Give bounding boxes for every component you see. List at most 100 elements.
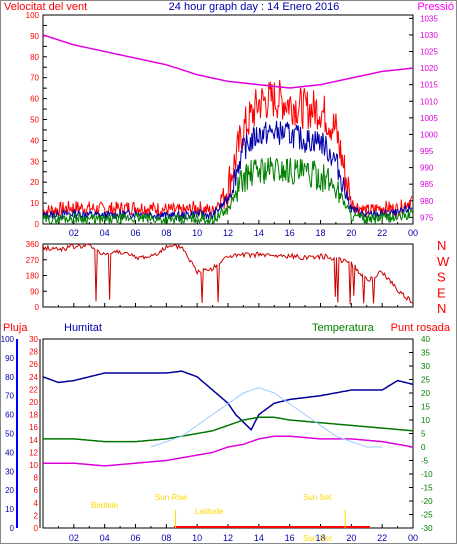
humidity-ytick-label: 10 [5, 505, 14, 514]
rain-ytick-label: 10 [29, 461, 38, 470]
hum-xtick-label: 14 [254, 533, 264, 543]
hum-xtick-label: 10 [192, 533, 202, 543]
temp-ytick-label: -20 [421, 497, 433, 506]
temp-ytick-label: -5 [421, 457, 429, 466]
hum-xtick-label: 00 [408, 533, 418, 543]
temp-ytick-label: 35 [421, 349, 430, 358]
wind-green-line [42, 157, 413, 226]
wind-ytick-label: 90 [30, 32, 39, 41]
humidity-ytick-label: 50 [5, 430, 14, 439]
pressure-ytick-label: 980 [420, 197, 434, 206]
rain-ytick-label: 22 [29, 385, 38, 394]
wind-ytick-label: 0 [35, 220, 40, 229]
rain-ytick-label: 20 [29, 398, 38, 407]
wind-gust-line [42, 80, 413, 218]
temp-ytick-label: 15 [421, 403, 430, 412]
hum-xtick-label: 12 [223, 533, 233, 543]
pressure-ytick-label: 975 [420, 213, 434, 222]
wind-ytick-label: 30 [30, 157, 39, 166]
wind-xtick-label: 14 [254, 228, 264, 238]
rain-ytick-label: 2 [34, 511, 39, 520]
dir-ytick-label: 360 [26, 240, 40, 249]
pressure-ytick-label: 1010 [420, 97, 438, 106]
temp-ytick-label: 0 [421, 443, 426, 452]
pressure-ytick-label: 1025 [420, 47, 438, 56]
humidity-ytick-label: 70 [5, 392, 14, 401]
wind-ytick-label: 20 [30, 178, 39, 187]
pressure-ytick-label: 1020 [420, 64, 438, 73]
compass-label: N [437, 301, 446, 316]
hum-xtick-label: 20 [346, 533, 356, 543]
wind-speed-label: Velocitat del vent [4, 1, 87, 13]
hum-xtick-label: 16 [285, 533, 295, 543]
humidity-ytick-label: 60 [5, 411, 14, 420]
humidity-panel-frame [42, 338, 414, 529]
wind-xtick-label: 16 [285, 228, 295, 238]
wind-xtick-label: 04 [100, 228, 110, 238]
humidity-ytick-label: 80 [5, 373, 14, 382]
rain-ytick-label: 14 [29, 436, 38, 445]
sun-bottom-label: Sun Set [303, 534, 332, 543]
graph-title: 24 hour graph day : 14 Enero 2016 [169, 1, 340, 13]
pressure-ytick-label: 1000 [420, 130, 438, 139]
dir-ytick-label: 270 [26, 256, 40, 265]
pressure-ytick-label: 990 [420, 164, 434, 173]
dir-ytick-label: 90 [30, 287, 39, 296]
temperature-line [43, 416, 414, 443]
rain-ytick-label: 6 [34, 486, 39, 495]
pressure-line [42, 34, 414, 89]
humidity-ytick-label: 100 [1, 335, 15, 344]
rain-ytick-label: 26 [29, 360, 38, 369]
wind-xtick-label: 02 [69, 228, 79, 238]
rain-ytick-label: 28 [29, 348, 38, 357]
compass-label: S [437, 270, 446, 285]
hum-xtick-label: 02 [69, 533, 79, 543]
dir-ytick-label: 180 [26, 272, 40, 281]
pressure-ytick-label: 1005 [420, 114, 438, 123]
temp-ytick-label: 20 [421, 389, 430, 398]
wind-xtick-label: 12 [223, 228, 233, 238]
wind-xtick-label: 08 [161, 228, 171, 238]
temp-ytick-label: -25 [421, 511, 433, 520]
rain-ytick-label: 4 [34, 499, 39, 508]
wind-ytick-label: 80 [30, 53, 39, 62]
sunset-label: Sun Set [303, 493, 332, 502]
temp-ytick-label: 5 [421, 430, 426, 439]
humidity-ytick-label: 40 [5, 448, 14, 457]
hum-xtick-label: 22 [377, 533, 387, 543]
wind-xtick-label: 20 [346, 228, 356, 238]
pressure-label: Pressió [417, 1, 454, 13]
wind-ytick-label: 60 [30, 95, 39, 104]
dir-ytick-label: 0 [35, 303, 40, 312]
hum-xtick-label: 04 [100, 533, 110, 543]
temperature-label: Temperatura [312, 322, 375, 334]
wind-xtick-label: 18 [315, 228, 325, 238]
solar-curve [150, 387, 383, 448]
rain-ytick-label: 30 [29, 335, 38, 344]
wind-ytick-label: 100 [26, 11, 40, 20]
pressure-ytick-label: 1030 [420, 31, 438, 40]
compass-label: E [437, 285, 446, 300]
pressure-ytick-label: 985 [420, 180, 434, 189]
rain-ytick-label: 0 [34, 524, 39, 533]
rain-ytick-label: 24 [29, 373, 38, 382]
pressure-ytick-label: 1035 [420, 14, 438, 23]
sunrise-label: Sun Rise [155, 493, 188, 502]
dewpoint-line [43, 435, 414, 467]
rain-ytick-label: 8 [34, 474, 39, 483]
birdtide-label: Birdtide [91, 501, 119, 510]
temp-ytick-label: -10 [421, 470, 433, 479]
latitude-label: Latitude [195, 507, 224, 516]
rain-ytick-label: 16 [29, 423, 38, 432]
pressure-ytick-label: 1015 [420, 81, 438, 90]
compass-label: W [437, 254, 450, 269]
humidity-ytick-label: 90 [5, 354, 14, 363]
wind-ytick-label: 10 [30, 199, 39, 208]
hum-xtick-label: 06 [130, 533, 140, 543]
hum-xtick-label: 18 [315, 533, 325, 543]
wind-xtick-label: 06 [130, 228, 140, 238]
temp-ytick-label: 10 [421, 416, 430, 425]
rain-ytick-label: 18 [29, 411, 38, 420]
